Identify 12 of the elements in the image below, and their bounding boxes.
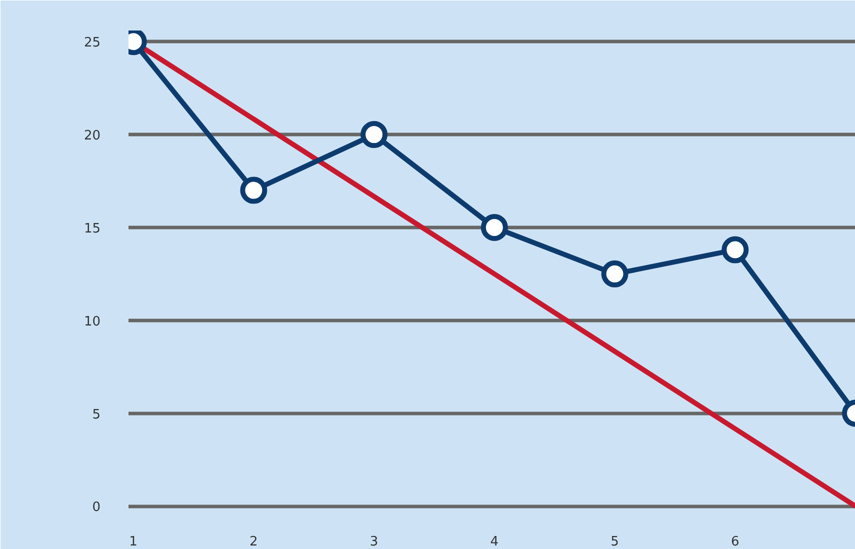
x-tick-label: 4	[490, 534, 499, 549]
y-tick-label: 5	[92, 407, 101, 422]
x-tick-label: 6	[731, 534, 740, 549]
y-tick-label: 20	[84, 128, 101, 144]
x-tick-label: 2	[250, 534, 258, 549]
x-tick-label: 1	[129, 534, 138, 549]
x-tick-label: 3	[370, 534, 378, 549]
y-tick-label: 0	[92, 500, 101, 516]
x-tick-label: 5	[610, 534, 619, 549]
y-tick-label: 25	[84, 36, 101, 51]
y-tick-label: 15	[84, 221, 101, 236]
y-tick-label: 10	[84, 314, 101, 330]
